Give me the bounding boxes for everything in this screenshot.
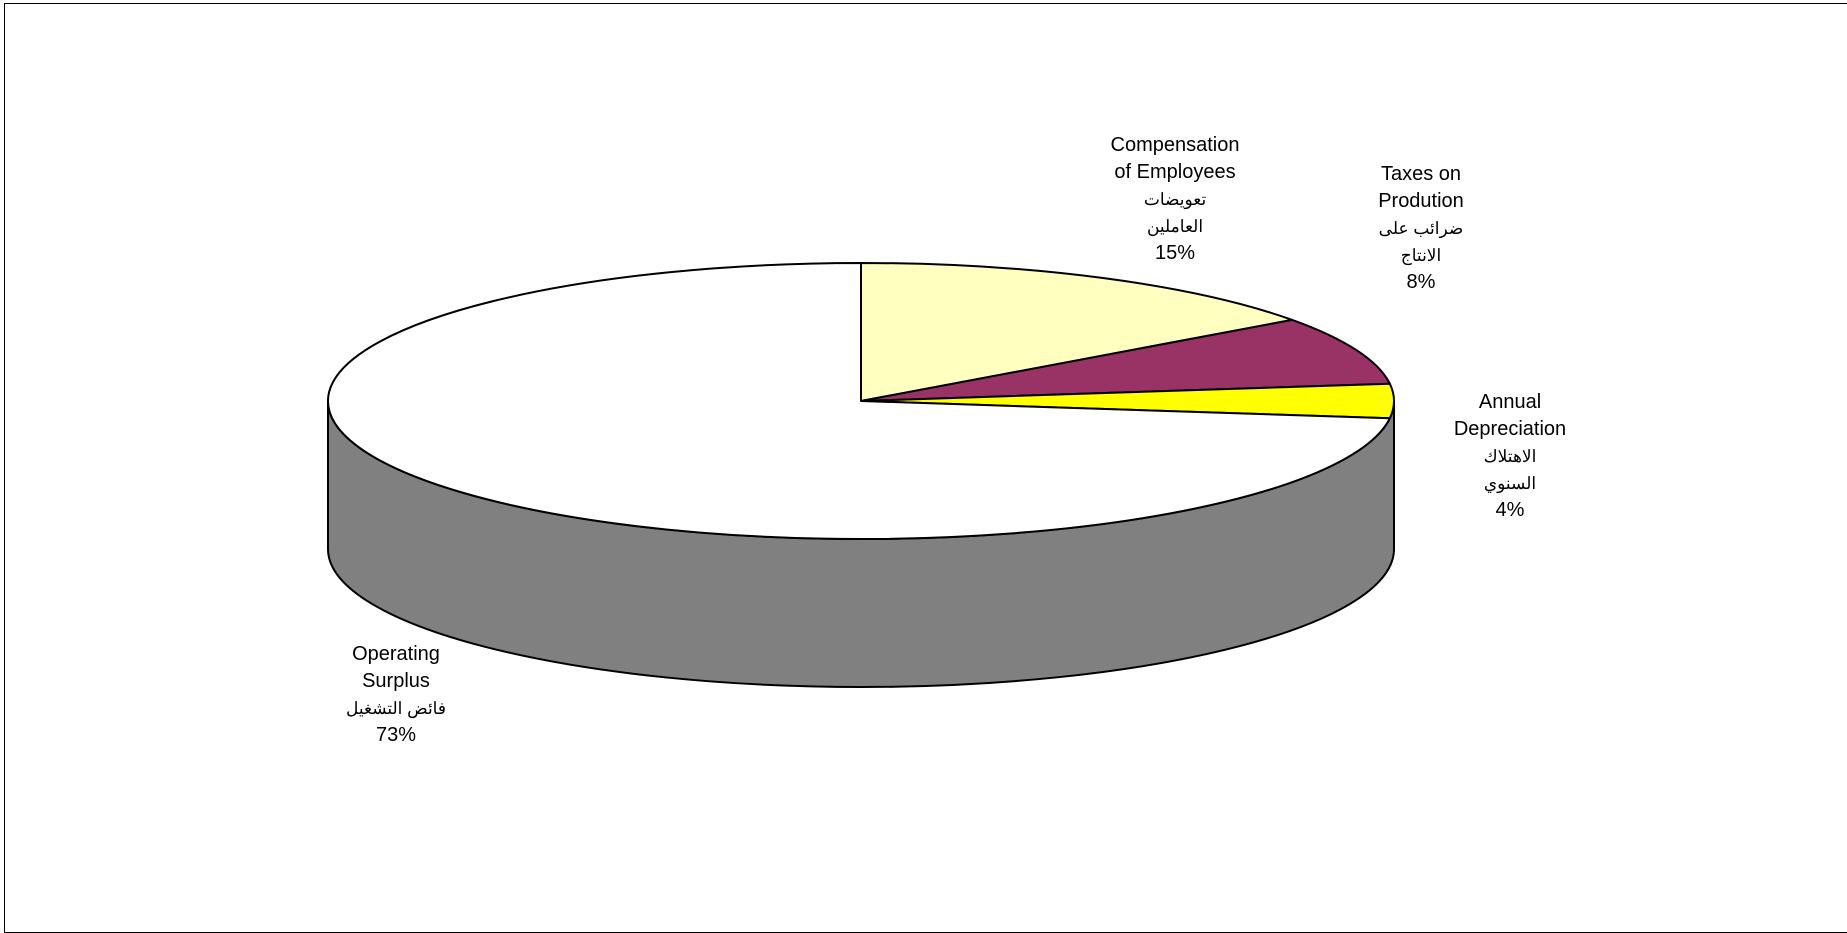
label-compensation-pct: 15% <box>1154 242 1196 264</box>
label-depreciation-en: Annual Depreciation <box>1453 391 1567 440</box>
label-operating-surplus: Operating Surplus فائض التشغيل 73% <box>331 641 461 749</box>
label-taxes-ar: ضرائب على الانتاج <box>1378 219 1464 265</box>
label-compensation-ar: تعويضات العاملين <box>1143 190 1207 236</box>
label-compensation-of-employees: Compensation of Employees تعويضات العامل… <box>1095 132 1255 267</box>
label-depreciation-ar: الاهتلاك السنوي <box>1483 447 1537 493</box>
label-taxes-on-production: Taxes on Prodution ضرائب على الانتاج 8% <box>1361 161 1481 296</box>
pie-top-face <box>327 262 1395 540</box>
label-depreciation-pct: 4% <box>1495 499 1525 521</box>
label-taxes-pct: 8% <box>1406 271 1436 293</box>
label-compensation-en: Compensation of Employees <box>1110 134 1240 183</box>
pie-slice-0 <box>860 262 1294 402</box>
pie-slice-3 <box>327 262 1391 540</box>
label-taxes-en: Taxes on Prodution <box>1378 163 1464 212</box>
label-annual-depreciation: Annual Depreciation الاهتلاك السنوي 4% <box>1440 389 1580 524</box>
pie-slice-1 <box>860 318 1391 402</box>
label-surplus-en: Operating Surplus <box>352 643 440 692</box>
label-surplus-ar: فائض التشغيل <box>346 699 446 718</box>
label-surplus-pct: 73% <box>375 724 417 746</box>
